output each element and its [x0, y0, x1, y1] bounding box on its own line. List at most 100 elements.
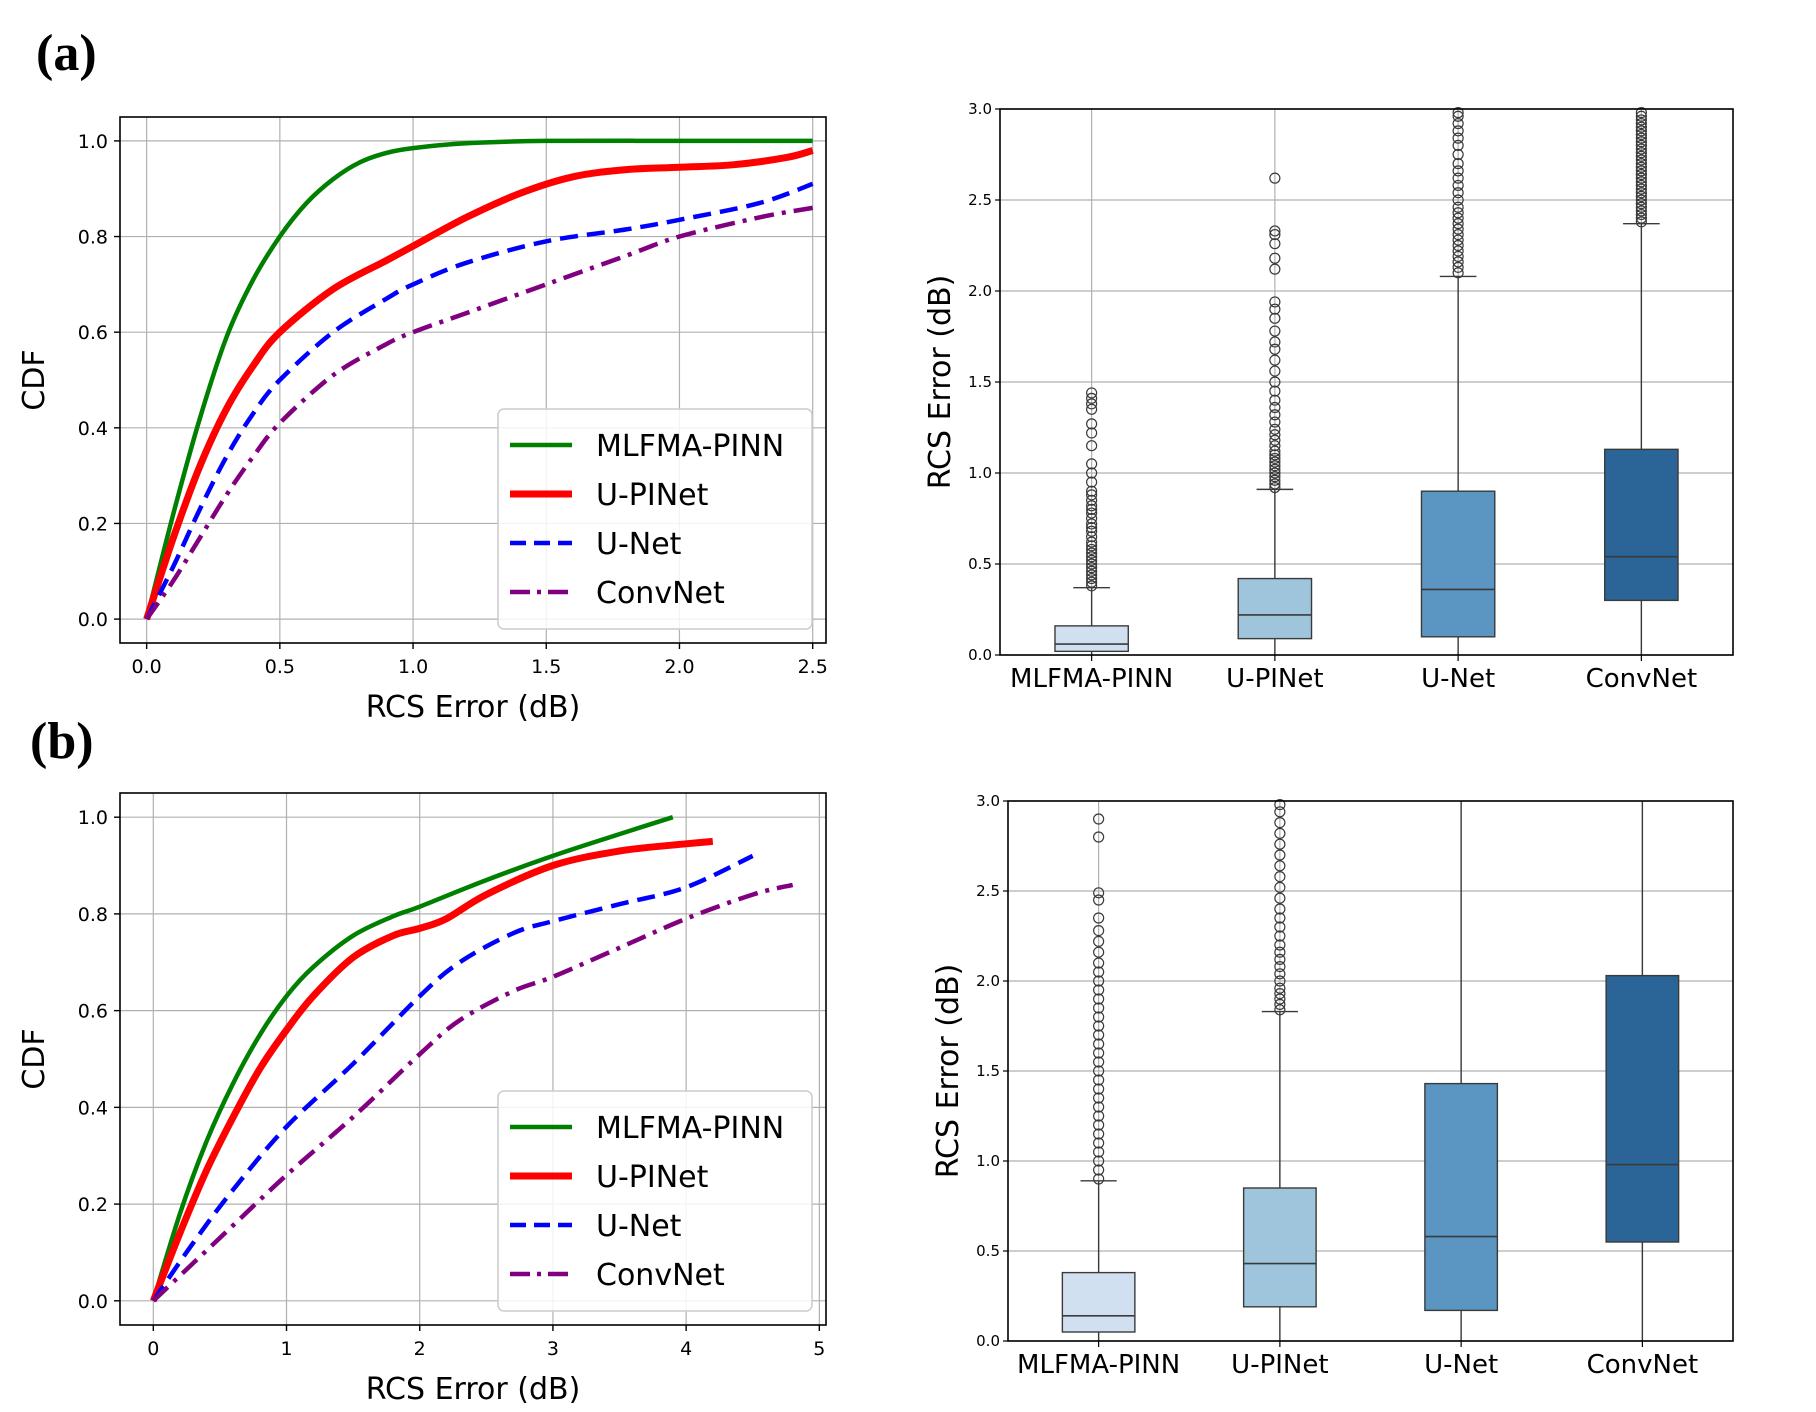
- outlier-point: [1269, 336, 1281, 348]
- outlier-point: [1086, 467, 1098, 479]
- outlier-point: [1269, 474, 1281, 486]
- panel-label-a: (a): [36, 25, 97, 82]
- outlier-point: [1452, 117, 1464, 130]
- outlier-point: [1452, 158, 1464, 170]
- outlier-point: [1269, 385, 1281, 397]
- outlier-point: [1086, 507, 1098, 519]
- outlier-point: [1274, 1004, 1286, 1016]
- outlier-point: [1093, 1119, 1105, 1131]
- outlier-point: [1086, 476, 1098, 488]
- category-label: U-PINet: [1226, 664, 1323, 694]
- outlier-point: [1269, 434, 1281, 446]
- box-mlfma-pinn: [1054, 625, 1129, 653]
- outlier-point: [1086, 503, 1098, 515]
- outlier-point: [1452, 207, 1464, 219]
- box-chart-b: 0.0 0.5 1.0 1.5 2.0 2.5 3.0 MLFMA-PINN U-PINet U-…: [931, 792, 1734, 1380]
- outlier-point: [1274, 892, 1286, 904]
- outlier-point: [1269, 429, 1281, 441]
- outlier-point: [1093, 957, 1105, 969]
- outlier-point: [1269, 325, 1281, 337]
- outlier-point: [1452, 261, 1464, 273]
- box-mlfma-pinn: [1061, 1271, 1136, 1333]
- outlier-point: [1274, 975, 1286, 987]
- outlier-point: [1274, 982, 1286, 994]
- y-tick-label: 0.0: [968, 646, 992, 664]
- category-label: MLFMA-PINN: [1017, 1350, 1180, 1380]
- outlier-point: [1086, 489, 1098, 501]
- outlier-point: [1269, 416, 1281, 428]
- cdf-chart-b: 0 1 2 3 4 5 0.0 0.2 0.4 0.6 0.8 1.0 RCS Error (dB) CD…: [17, 792, 827, 1407]
- y-axis-label: RCS Error (dB): [931, 964, 966, 1179]
- outlier-point: [1635, 121, 1647, 133]
- outlier-point: [1269, 343, 1281, 355]
- outlier-point: [1274, 870, 1286, 883]
- outlier-point: [1635, 176, 1647, 188]
- outlier-point: [1086, 398, 1098, 410]
- outlier-point: [1269, 238, 1281, 250]
- outlier-point: [1086, 403, 1098, 415]
- y-tick-label: 0.4: [78, 418, 108, 440]
- category-label: ConvNet: [1586, 664, 1698, 694]
- outlier-point: [1093, 1146, 1105, 1158]
- y-tick-label: 2.0: [968, 282, 992, 300]
- outlier-point: [1086, 551, 1098, 563]
- outlier-point: [1086, 387, 1098, 399]
- outlier-point: [1093, 1164, 1105, 1176]
- outlier-point: [1086, 580, 1098, 592]
- outlier-point: [1635, 139, 1647, 151]
- y-tick-label: 3.0: [976, 792, 1000, 810]
- legend-label-convnet: ConvNet: [596, 576, 725, 611]
- outlier-point: [1269, 263, 1281, 275]
- outlier-point: [1635, 147, 1647, 159]
- outlier-point: [1635, 114, 1647, 126]
- outlier-point: [1086, 540, 1098, 552]
- outlier-point: [1274, 816, 1286, 829]
- outlier-point: [1635, 125, 1647, 137]
- outlier-point: [1093, 924, 1105, 937]
- outlier-point: [1086, 500, 1098, 512]
- outlier-point: [1635, 205, 1647, 217]
- y-tick-label: 0.2: [78, 1194, 108, 1216]
- outlier-point: [1635, 187, 1647, 199]
- y-axis-label: CDF: [17, 349, 52, 410]
- outlier-point: [1086, 418, 1098, 430]
- outlier-point: [1269, 449, 1281, 461]
- outlier-point: [1452, 172, 1464, 184]
- y-tick-label: 0.6: [78, 322, 108, 344]
- outlier-point: [1452, 228, 1464, 241]
- outlier-point: [1093, 935, 1105, 948]
- outlier-point: [1269, 471, 1281, 483]
- x-tick-label: 0.5: [265, 656, 295, 678]
- outlier-point: [1452, 212, 1464, 224]
- outlier-point: [1093, 1110, 1105, 1122]
- outlier-point: [1269, 460, 1281, 472]
- legend-label-mlfma-pinn: MLFMA-PINN: [596, 1111, 784, 1146]
- y-axis-label: CDF: [17, 1028, 52, 1089]
- outlier-point: [1635, 201, 1647, 213]
- x-tick-label: 1.5: [531, 656, 561, 678]
- outlier-point: [1269, 481, 1281, 494]
- box-convnet: [1604, 448, 1679, 602]
- series-line-u-pinet: [143, 147, 814, 621]
- outlier-point: [1086, 558, 1098, 570]
- y-tick-label: 0.8: [78, 227, 108, 249]
- category-label: MLFMA-PINN: [1010, 664, 1173, 694]
- outlier-point: [1269, 312, 1281, 324]
- legend-label-convnet: ConvNet: [596, 1258, 725, 1293]
- outlier-point: [1635, 150, 1647, 162]
- series-line-u-net: [144, 181, 814, 621]
- outlier-point: [1635, 190, 1647, 202]
- x-axis-label: RCS Error (dB): [366, 690, 581, 725]
- outlier-point: [1093, 1020, 1105, 1032]
- outlier-point: [1086, 543, 1098, 556]
- outlier-point: [1093, 1092, 1105, 1104]
- outlier-point: [1093, 1173, 1105, 1185]
- outlier-point: [1452, 201, 1464, 213]
- outlier-point: [1274, 960, 1286, 973]
- x-tick-label: 5: [813, 1338, 825, 1360]
- outlier-point: [1635, 128, 1647, 141]
- outlier-point: [1269, 296, 1281, 308]
- outlier-point: [1086, 554, 1098, 566]
- outlier-point: [1093, 1083, 1105, 1095]
